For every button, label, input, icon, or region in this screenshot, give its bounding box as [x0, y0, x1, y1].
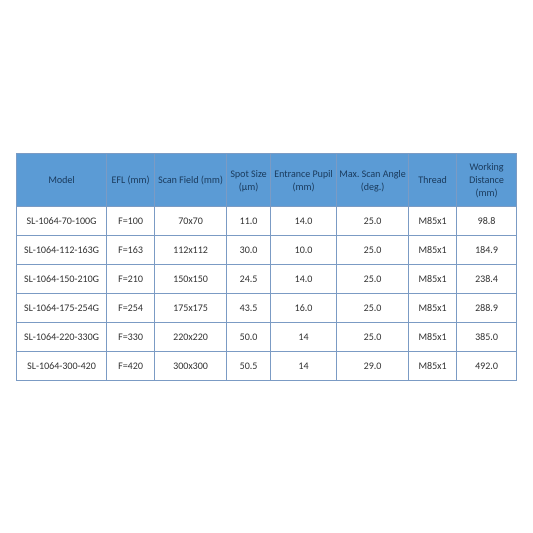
cell-spot: 43.5 — [227, 293, 271, 322]
cell-spot: 24.5 — [227, 264, 271, 293]
table-body: SL-1064-70-100G F=100 70x70 11.0 14.0 25… — [17, 206, 517, 380]
cell-wd: 288.9 — [457, 293, 517, 322]
table-row: SL-1064-150-210G F=210 150x150 24.5 14.0… — [17, 264, 517, 293]
cell-spot: 50.5 — [227, 351, 271, 380]
table-row: SL-1064-300-420 F=420 300x300 50.5 14 29… — [17, 351, 517, 380]
cell-thread: M85x1 — [409, 206, 457, 235]
cell-efl: F=254 — [107, 293, 155, 322]
table-row: SL-1064-112-163G F=163 112x112 30.0 10.0… — [17, 235, 517, 264]
cell-angle: 25.0 — [337, 322, 409, 351]
cell-angle: 25.0 — [337, 264, 409, 293]
cell-model: SL-1064-150-210G — [17, 264, 107, 293]
cell-spot: 11.0 — [227, 206, 271, 235]
cell-angle: 25.0 — [337, 235, 409, 264]
cell-thread: M85x1 — [409, 351, 457, 380]
cell-wd: 238.4 — [457, 264, 517, 293]
cell-wd: 184.9 — [457, 235, 517, 264]
cell-model: SL-1064-175-254G — [17, 293, 107, 322]
cell-ep: 14.0 — [271, 206, 337, 235]
cell-ep: 14 — [271, 322, 337, 351]
cell-efl: F=163 — [107, 235, 155, 264]
cell-ep: 10.0 — [271, 235, 337, 264]
cell-thread: M85x1 — [409, 235, 457, 264]
col-header-efl: EFL (mm) — [107, 153, 155, 206]
cell-spot: 50.0 — [227, 322, 271, 351]
cell-ep: 16.0 — [271, 293, 337, 322]
cell-efl: F=330 — [107, 322, 155, 351]
cell-efl: F=420 — [107, 351, 155, 380]
cell-scan: 220x220 — [155, 322, 227, 351]
col-header-thread: Thread — [409, 153, 457, 206]
table-row: SL-1064-175-254G F=254 175x175 43.5 16.0… — [17, 293, 517, 322]
cell-wd: 492.0 — [457, 351, 517, 380]
col-header-scan: Scan Field (mm) — [155, 153, 227, 206]
cell-angle: 29.0 — [337, 351, 409, 380]
cell-model: SL-1064-300-420 — [17, 351, 107, 380]
cell-thread: M85x1 — [409, 322, 457, 351]
table-row: SL-1064-220-330G F=330 220x220 50.0 14 2… — [17, 322, 517, 351]
col-header-spot: Spot Size (μm) — [227, 153, 271, 206]
cell-angle: 25.0 — [337, 293, 409, 322]
cell-scan: 150x150 — [155, 264, 227, 293]
header-row: Model EFL (mm) Scan Field (mm) Spot Size… — [17, 153, 517, 206]
col-header-ep: Entrance Pupil (mm) — [271, 153, 337, 206]
cell-scan: 112x112 — [155, 235, 227, 264]
cell-model: SL-1064-220-330G — [17, 322, 107, 351]
col-header-wd: Working Distance (mm) — [457, 153, 517, 206]
cell-ep: 14.0 — [271, 264, 337, 293]
page-container: Model EFL (mm) Scan Field (mm) Spot Size… — [0, 0, 533, 533]
cell-wd: 98.8 — [457, 206, 517, 235]
spec-table: Model EFL (mm) Scan Field (mm) Spot Size… — [16, 153, 517, 381]
cell-scan: 300x300 — [155, 351, 227, 380]
cell-angle: 25.0 — [337, 206, 409, 235]
cell-efl: F=210 — [107, 264, 155, 293]
table-head: Model EFL (mm) Scan Field (mm) Spot Size… — [17, 153, 517, 206]
cell-thread: M85x1 — [409, 264, 457, 293]
cell-spot: 30.0 — [227, 235, 271, 264]
cell-scan: 70x70 — [155, 206, 227, 235]
cell-thread: M85x1 — [409, 293, 457, 322]
cell-model: SL-1064-70-100G — [17, 206, 107, 235]
col-header-angle: Max. Scan Angle (deg.) — [337, 153, 409, 206]
cell-scan: 175x175 — [155, 293, 227, 322]
cell-wd: 385.0 — [457, 322, 517, 351]
cell-efl: F=100 — [107, 206, 155, 235]
cell-model: SL-1064-112-163G — [17, 235, 107, 264]
col-header-model: Model — [17, 153, 107, 206]
table-row: SL-1064-70-100G F=100 70x70 11.0 14.0 25… — [17, 206, 517, 235]
cell-ep: 14 — [271, 351, 337, 380]
